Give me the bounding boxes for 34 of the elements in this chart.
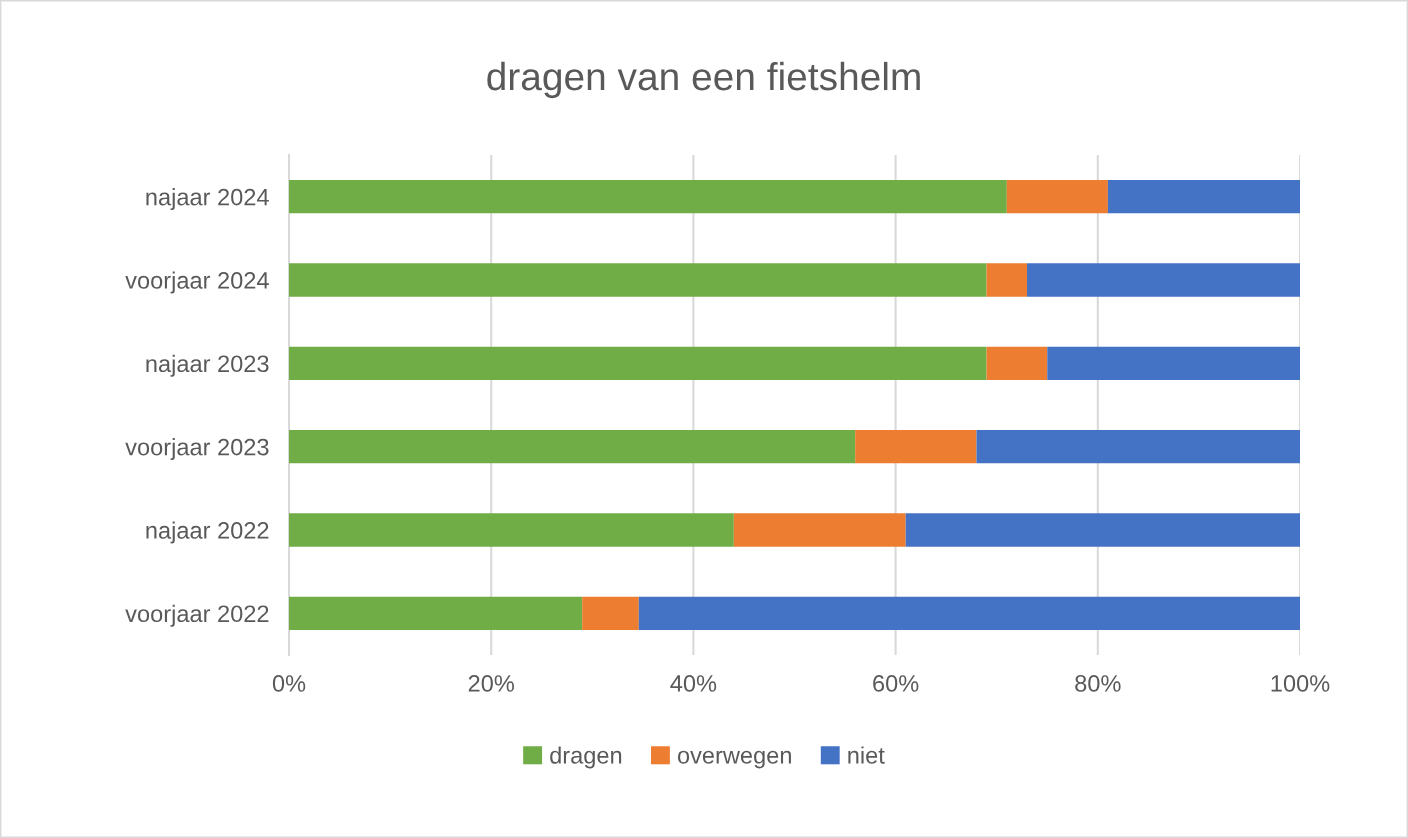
bar xyxy=(289,180,1007,214)
x-tick-label: 0% xyxy=(272,675,306,692)
bar xyxy=(289,346,987,380)
bar xyxy=(1006,180,1108,214)
bar xyxy=(1047,346,1300,380)
bar xyxy=(1107,180,1300,214)
legend-label: dragen xyxy=(550,746,622,769)
bar xyxy=(905,513,1300,547)
y-tick-label: voorjaar 2024 xyxy=(125,271,269,294)
bar xyxy=(289,513,734,547)
bar xyxy=(289,430,856,464)
y-tick-label: najaar 2024 xyxy=(146,188,269,211)
bar xyxy=(289,263,987,297)
bar xyxy=(638,596,1300,630)
legend-label: overwegen xyxy=(677,750,791,769)
bar xyxy=(986,263,1028,297)
bar xyxy=(289,596,583,630)
bar xyxy=(986,346,1048,380)
x-tick-label: 80% xyxy=(1075,675,1121,692)
y-tick-label: najaar 2023 xyxy=(146,354,269,377)
legend-label: niet xyxy=(848,746,885,764)
bar xyxy=(1027,263,1300,297)
y-tick-label: najaar 2022 xyxy=(146,521,269,544)
x-tick-label: 20% xyxy=(468,675,514,692)
y-tick-label: voorjaar 2022 xyxy=(125,604,269,627)
bar xyxy=(855,430,977,464)
x-tick-label: 40% xyxy=(670,675,717,692)
x-tick-label: 60% xyxy=(873,675,919,692)
chart-title: dragen van een fietshelm xyxy=(487,61,920,99)
x-tick-label: 100% xyxy=(1271,675,1330,692)
y-tick-label: voorjaar 2023 xyxy=(125,438,269,461)
bar xyxy=(976,430,1300,464)
bar xyxy=(582,596,639,630)
bar xyxy=(733,513,906,547)
